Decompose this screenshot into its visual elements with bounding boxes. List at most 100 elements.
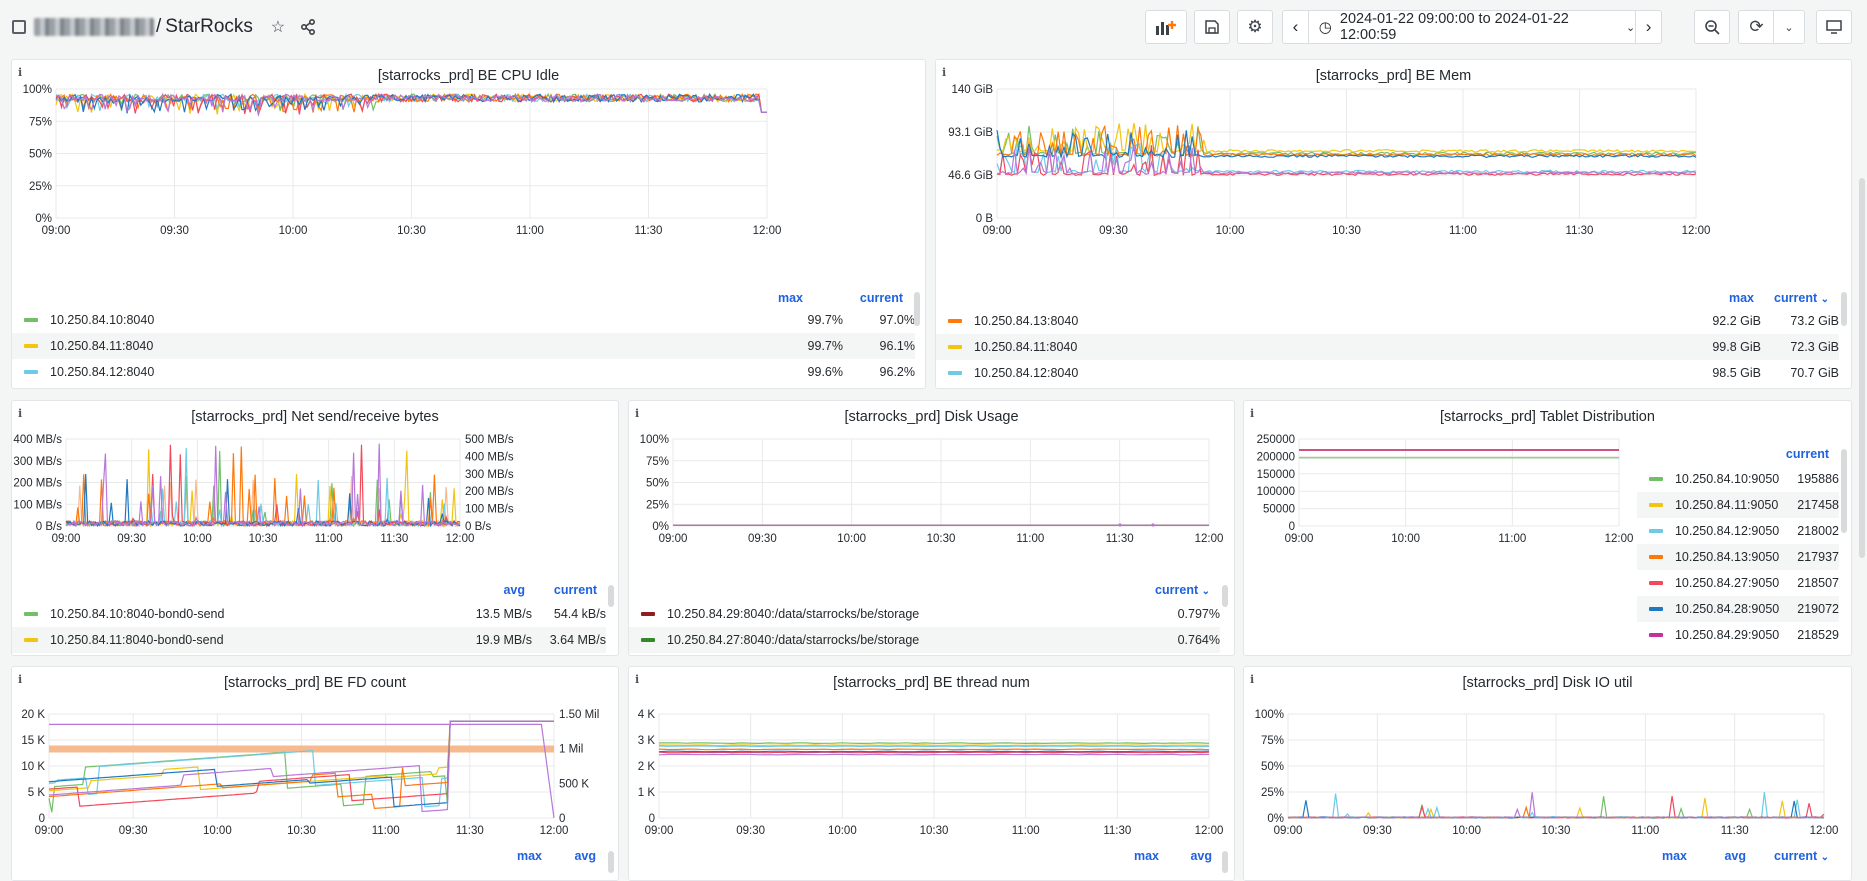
legend-row[interactable]: 10.250.84.12:9050 218002 xyxy=(1637,518,1839,544)
legend-header-current[interactable]: current xyxy=(859,291,903,305)
legend-row[interactable]: 10.250.84.10:8040-bond0-send 13.5 MB/s 54.… xyxy=(12,601,606,627)
legend-row[interactable]: 10.250.84.13:8040 92.2 GiB 73.2 GiB xyxy=(936,308,1839,334)
legend-row[interactable]: 10.250.84.28:9050 219072 xyxy=(1637,596,1839,622)
folder-name-blurred[interactable] xyxy=(34,18,154,36)
x-tick-label: 09:00 xyxy=(35,825,64,837)
legend-value: 96.2% xyxy=(879,365,915,379)
y-tick-label: 25% xyxy=(1261,787,1284,799)
panel-title[interactable]: [starrocks_prd] Tablet Distribution xyxy=(1440,409,1655,425)
info-icon[interactable]: i xyxy=(18,673,23,686)
settings-button[interactable]: ⚙ xyxy=(1237,10,1273,44)
panel-net-bytes: i [starrocks_prd] Net send/receive bytes… xyxy=(11,400,619,656)
panel-title[interactable]: [starrocks_prd] BE thread num xyxy=(833,675,1030,691)
time-back-button[interactable]: ‹ xyxy=(1283,11,1309,43)
legend-header-max[interactable]: max xyxy=(1728,291,1754,305)
share-icon[interactable] xyxy=(297,16,319,38)
legend-header-current[interactable]: current xyxy=(553,583,597,597)
legend-header-current[interactable]: current ⌄ xyxy=(1155,583,1210,597)
dashboards-icon[interactable] xyxy=(12,20,26,34)
refresh-interval-dropdown[interactable]: ⌄ xyxy=(1773,10,1805,44)
panel-cpu-idle: i [starrocks_prd] BE CPU Idle 100% 75% 50%… xyxy=(11,59,926,389)
x-tick-label: 12:00 xyxy=(1195,825,1224,837)
legend-row[interactable]: 10.250.84.11:8040 99.8 GiB 72.3 GiB xyxy=(936,334,1839,360)
legend-header-max[interactable]: max xyxy=(1133,849,1159,863)
page-scrollbar[interactable] xyxy=(1859,178,1865,558)
panel-title[interactable]: [starrocks_prd] BE CPU Idle xyxy=(377,68,560,84)
info-icon[interactable]: i xyxy=(635,673,640,686)
legend-row[interactable]: 10.250.84.11:8040-bond0-send 19.9 MB/s 3.6… xyxy=(12,627,606,653)
add-panel-button[interactable] xyxy=(1145,10,1187,44)
legend-header-avg[interactable]: avg xyxy=(1190,849,1212,863)
zoom-out-button[interactable] xyxy=(1694,10,1730,44)
legend-value: 99.8 GiB xyxy=(1712,340,1761,354)
y-tick-label: 100% xyxy=(1255,709,1284,721)
legend-scrollbar[interactable] xyxy=(1222,851,1228,873)
legend-header-max[interactable]: max xyxy=(1661,849,1687,863)
legend-header-max[interactable]: max xyxy=(777,291,803,305)
legend-row[interactable]: 10.250.84.10:9050 195886 xyxy=(1637,466,1839,492)
refresh-icon: ⟳ xyxy=(1749,17,1764,36)
legend-row[interactable]: 10.250.84.12:8040 98.5 GiB 70.7 GiB xyxy=(936,360,1839,386)
series-line xyxy=(659,742,1210,745)
legend-row[interactable]: 10.250.84.13:9050 217937 xyxy=(1637,544,1839,570)
legend-value: 72.3 GiB xyxy=(1790,340,1839,354)
y-tick-label: 200 MB/s xyxy=(13,478,62,490)
legend-series-name: 10.250.84.27:9050 xyxy=(1674,576,1780,590)
time-forward-button[interactable]: › xyxy=(1635,11,1661,43)
legend-row[interactable]: 10.250.84.12:8040 99.6% 96.2% xyxy=(12,359,915,385)
time-range-label[interactable]: 2024-01-22 09:00:00 to 2024-01-22 12:00:… xyxy=(1339,11,1569,43)
y-tick-label: 46.6 GiB xyxy=(948,170,993,182)
series-color-swatch xyxy=(641,638,655,642)
panel-title[interactable]: [starrocks_prd] BE Mem xyxy=(1315,68,1472,84)
info-icon[interactable]: i xyxy=(18,66,23,79)
panel-title[interactable]: [starrocks_prd] Disk IO util xyxy=(1462,675,1633,691)
legend-scrollbar[interactable] xyxy=(914,292,920,326)
legend-row[interactable]: 10.250.84.11:8040 99.7% 96.1% xyxy=(12,333,915,359)
panel-title[interactable]: [starrocks_prd] Disk Usage xyxy=(844,409,1019,425)
info-icon[interactable]: i xyxy=(635,407,640,420)
x-tick-label: 12:00 xyxy=(1605,533,1634,545)
legend-scrollbar[interactable] xyxy=(608,585,614,607)
refresh-button[interactable]: ⟳ xyxy=(1738,10,1774,44)
legend-scrollbar[interactable] xyxy=(1841,292,1847,326)
legend-row[interactable]: 10.250.84.29:9050 218529 xyxy=(1637,622,1839,648)
legend-series-name: 10.250.84.27:8040:/data/starrocks/be/sto… xyxy=(667,633,920,647)
legend-row[interactable]: 10.250.84.27:8040:/data/starrocks/be/sto… xyxy=(629,627,1220,653)
legend-header-current[interactable]: current ⌄ xyxy=(1774,291,1829,305)
y-tick-label: 250000 xyxy=(1257,434,1295,446)
info-icon[interactable]: i xyxy=(942,66,947,79)
star-icon[interactable]: ☆ xyxy=(270,19,286,36)
legend-scrollbar[interactable] xyxy=(1222,585,1228,607)
y2-tick-label: 400 MB/s xyxy=(465,451,514,463)
legend-series-name: 10.250.84.11:9050 xyxy=(1675,498,1779,512)
legend-header-avg[interactable]: avg xyxy=(1724,849,1746,863)
panel-title[interactable]: [starrocks_prd] BE FD count xyxy=(223,675,407,691)
legend-row[interactable]: 10.250.84.29:8040:/data/starrocks/be/sto… xyxy=(629,601,1220,627)
time-range-picker[interactable]: ‹ ◷ 2024-01-22 09:00:00 to 2024-01-22 12… xyxy=(1282,10,1662,44)
save-dashboard-button[interactable] xyxy=(1194,10,1230,44)
legend-scrollbar[interactable] xyxy=(608,851,614,873)
legend-header-current[interactable]: current ⌄ xyxy=(1774,849,1829,863)
legend-header-max[interactable]: max xyxy=(516,849,542,863)
tv-mode-button[interactable] xyxy=(1816,10,1852,44)
legend-header-avg[interactable]: avg xyxy=(503,583,525,597)
top-bar: / StarRocks ☆ ⚙ ‹ ◷ 2024-01-22 09:00:00 … xyxy=(0,0,1867,56)
x-tick-label: 11:00 xyxy=(1498,533,1526,545)
series-color-swatch xyxy=(948,319,962,323)
info-icon[interactable]: i xyxy=(1250,673,1255,686)
legend-scrollbar[interactable] xyxy=(1841,449,1847,533)
y-tick-label: 25% xyxy=(29,181,52,193)
legend-row[interactable]: 10.250.84.27:9050 218507 xyxy=(1637,570,1839,596)
legend-row[interactable]: 10.250.84.11:9050 217458 xyxy=(1637,492,1839,518)
dashboard-title[interactable]: StarRocks xyxy=(165,16,253,37)
panel-title[interactable]: [starrocks_prd] Net send/receive bytes xyxy=(191,409,439,425)
legend-row[interactable]: 10.250.84.10:8040 99.7% 97.0% xyxy=(12,307,915,333)
info-icon[interactable]: i xyxy=(18,407,23,420)
legend-header-avg[interactable]: avg xyxy=(574,849,596,863)
legend-header-current[interactable]: current xyxy=(1785,447,1829,461)
x-tick-label: 11:00 xyxy=(372,825,400,837)
legend-series-name: 10.250.84.12:9050 xyxy=(1674,524,1780,538)
x-tick-label: 11:30 xyxy=(1106,533,1134,545)
info-icon[interactable]: i xyxy=(1250,407,1255,420)
